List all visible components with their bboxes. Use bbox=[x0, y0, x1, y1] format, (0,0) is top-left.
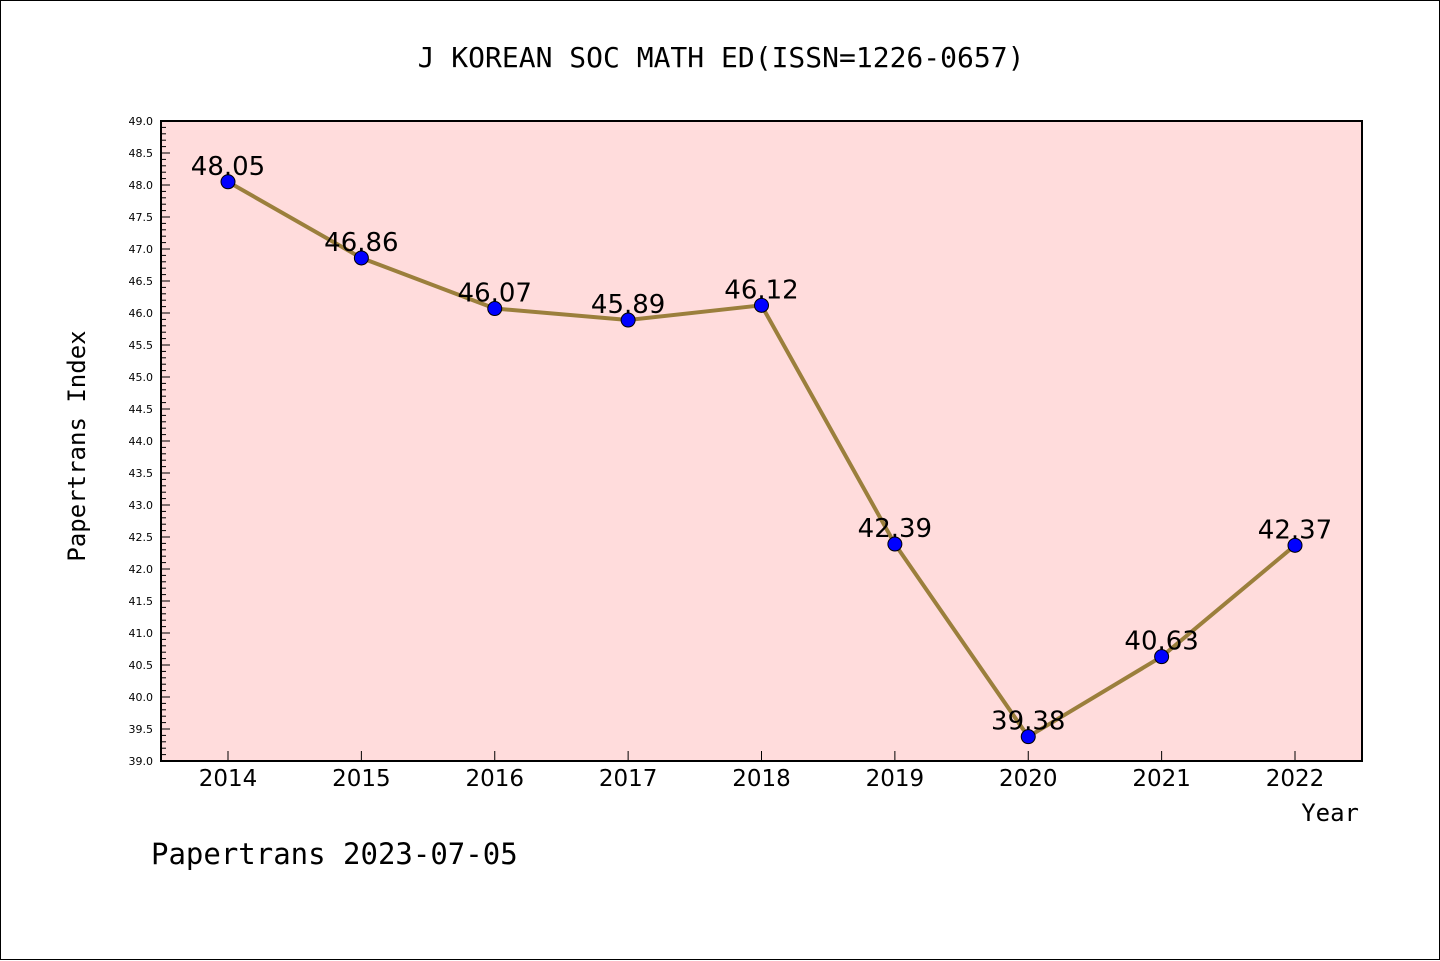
x-tick-label: 2015 bbox=[332, 766, 391, 792]
x-tick-label: 2017 bbox=[599, 766, 658, 792]
footer-text: Papertrans 2023-07-05 bbox=[151, 837, 518, 871]
chart-title: J KOREAN SOC MATH ED(ISSN=1226-0657) bbox=[418, 41, 1025, 74]
x-tick-label: 2018 bbox=[732, 766, 791, 792]
data-point bbox=[220, 174, 236, 190]
y-tick-label: 48.5 bbox=[129, 147, 154, 160]
data-label: 42.39 bbox=[858, 514, 932, 544]
x-tick-label: 2021 bbox=[1132, 766, 1191, 792]
y-tick-label: 40.0 bbox=[129, 691, 154, 704]
y-tick-label: 41.0 bbox=[129, 627, 154, 640]
y-tick-label: 46.0 bbox=[129, 307, 154, 320]
y-tick-label: 46.5 bbox=[129, 275, 154, 288]
data-label: 39.38 bbox=[991, 707, 1065, 737]
y-axis: 39.0 39.5 40.0 40.5 41.0 41.5 42.0 42.5 43.0 43.5… bbox=[129, 115, 170, 768]
data-point bbox=[487, 301, 503, 317]
x-tick-label: 2020 bbox=[999, 766, 1058, 792]
data-label: 48.05 bbox=[191, 152, 265, 182]
y-tick-label: 47.5 bbox=[129, 211, 154, 224]
data-point bbox=[620, 312, 636, 328]
x-axis: 2014 2015 2016 2017 2018 2019 2020 2021 2022 bbox=[199, 751, 1325, 792]
marker-group bbox=[220, 174, 1303, 745]
y-tick-label: 41.5 bbox=[129, 595, 154, 608]
y-tick-label: 42.5 bbox=[129, 531, 154, 544]
x-tick-label: 2019 bbox=[866, 766, 925, 792]
data-label: 42.37 bbox=[1258, 515, 1332, 545]
data-point bbox=[353, 250, 369, 266]
data-label-group: 48.05 46.86 46.07 45.89 46.12 42.39 39.38 40.63… bbox=[191, 152, 1332, 737]
plot-area bbox=[160, 120, 1363, 762]
data-label: 40.63 bbox=[1124, 627, 1198, 657]
x-tick-label: 2022 bbox=[1266, 766, 1325, 792]
data-point bbox=[887, 536, 903, 552]
data-label: 46.12 bbox=[724, 275, 798, 305]
y-axis-label: Papertrans Index bbox=[63, 330, 91, 561]
y-tick-label: 43.5 bbox=[129, 467, 154, 480]
data-point bbox=[1287, 537, 1303, 553]
y-tick-label: 43.0 bbox=[129, 499, 154, 512]
data-point bbox=[1020, 729, 1036, 745]
data-point bbox=[1154, 649, 1170, 665]
x-tick-label: 2014 bbox=[199, 766, 258, 792]
y-tick-label: 42.0 bbox=[129, 563, 154, 576]
y-tick-label: 44.0 bbox=[129, 435, 154, 448]
y-tick-label: 39.5 bbox=[129, 723, 154, 736]
y-tick-label: 49.0 bbox=[129, 115, 154, 128]
y-tick-label: 44.5 bbox=[129, 403, 154, 416]
y-tick-label: 39.0 bbox=[129, 755, 154, 768]
data-label: 46.07 bbox=[458, 279, 532, 309]
y-tick-label: 45.0 bbox=[129, 371, 154, 384]
y-tick-label: 45.5 bbox=[129, 339, 154, 352]
data-label: 46.86 bbox=[324, 228, 398, 258]
data-label: 45.89 bbox=[591, 290, 665, 320]
x-axis-label: Year bbox=[1301, 799, 1359, 827]
y-tick-label: 47.0 bbox=[129, 243, 154, 256]
data-point bbox=[754, 297, 769, 313]
x-tick-label: 2016 bbox=[465, 766, 524, 792]
y-tick-label: 48.0 bbox=[129, 179, 154, 192]
y-tick-label: 40.5 bbox=[129, 659, 154, 672]
